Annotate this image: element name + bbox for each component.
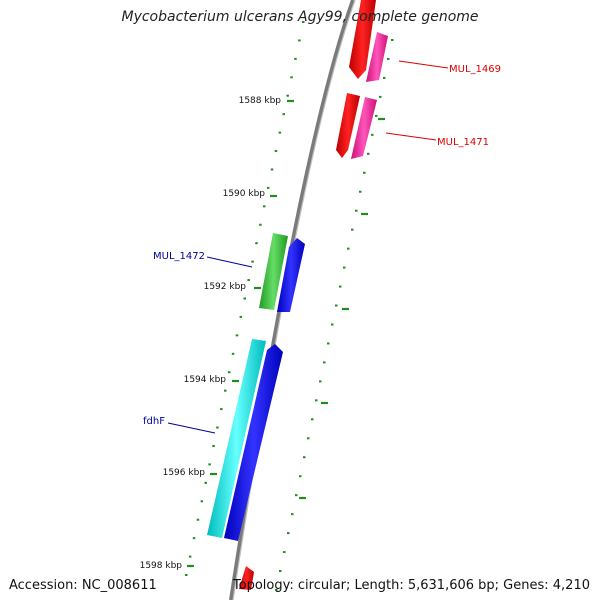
label-connector-1469 [398,60,449,69]
tick-label-1596: 1596 kbp [163,468,206,478]
inner-dotted-ruler [185,21,305,576]
label-connector-fdhF [167,422,216,434]
gene-arrow-red-bottom [239,566,254,590]
gene-arrow-magenta-1471 [351,97,377,159]
gene-label-fdhF: fdhF [143,416,165,427]
gene-arrow-magenta-top [366,32,388,82]
tick-label-1598: 1598 kbp [140,561,183,571]
tick-label-1592: 1592 kbp [204,282,247,292]
tick-label-1588: 1588 kbp [239,96,282,106]
tick-marks [187,99,294,568]
gene-arrow-blue-1472 [277,238,305,312]
outer-tick-marks [299,117,385,500]
topology-text: Topology: circular; Length: 5,631,606 bp… [232,578,590,593]
gene-label-mul1472: MUL_1472 [153,251,205,262]
accession-text: Accession: NC_008611 [9,578,157,593]
tick-label-1594: 1594 kbp [184,375,227,385]
backbone-highlight [232,0,356,600]
gene-arrow-cyan-fdhF [207,339,266,538]
label-connector-1472 [206,256,253,268]
gene-label-mul1471: MUL_1471 [437,137,489,148]
gene-arrow-green-1472 [259,233,288,310]
map-title: Mycobacterium ulcerans Agy99, complete g… [121,9,479,25]
label-connector-1471 [385,132,437,141]
outer-dotted-ruler [275,39,394,591]
gene-arrow-blue-fdhF [224,344,283,541]
gene-label-mul1469: MUL_1469 [449,64,501,75]
gene-arrow-red-1471 [336,93,360,158]
gene-arrow-red-top [349,0,376,79]
tick-label-1590: 1590 kbp [223,189,266,199]
